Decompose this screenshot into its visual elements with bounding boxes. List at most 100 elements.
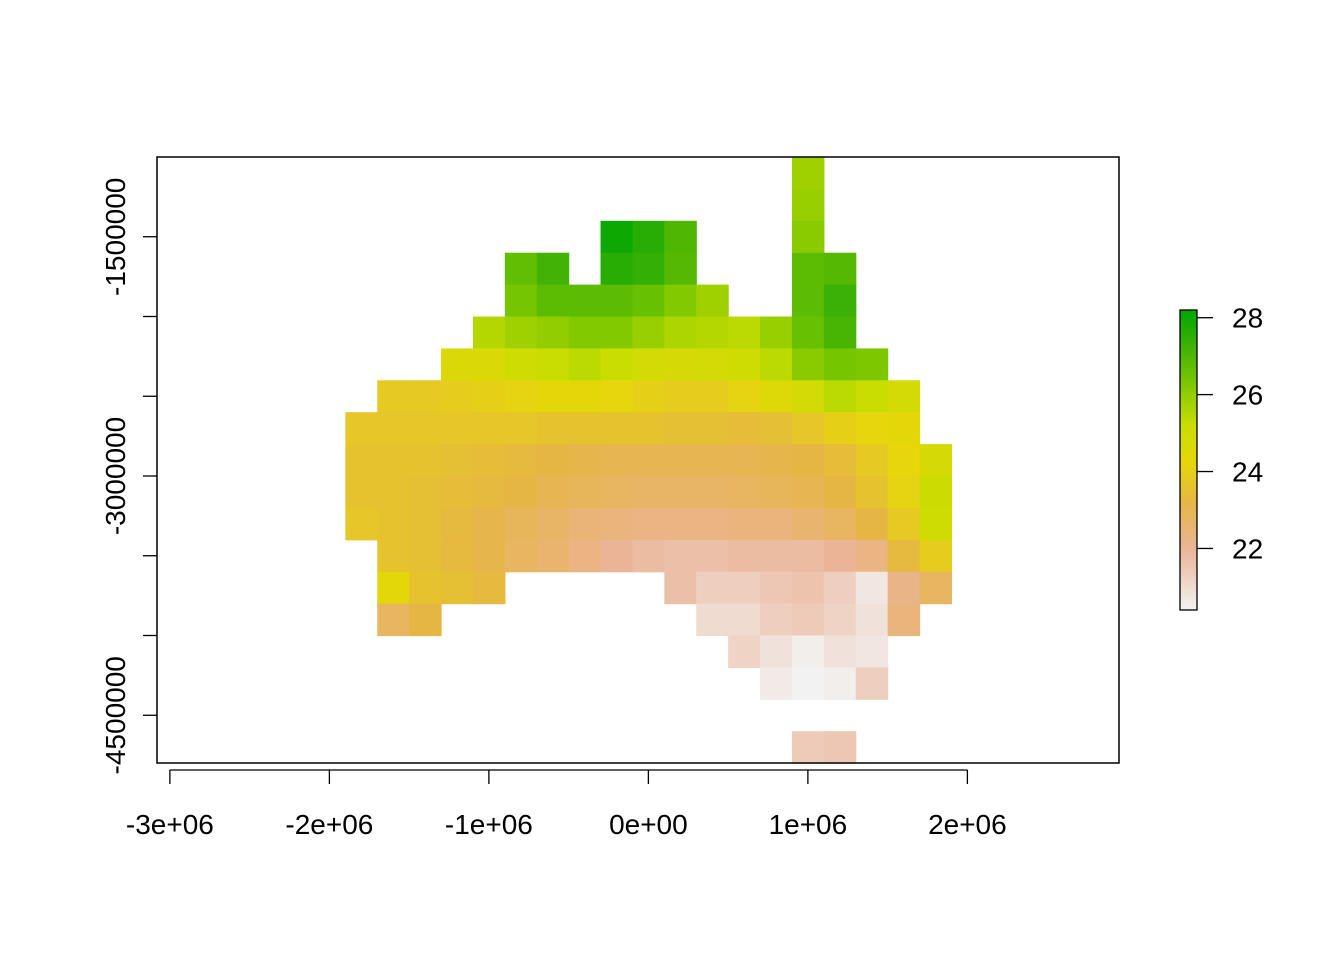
raster-cell: [791, 220, 825, 254]
color-legend: 22 24 26 28: [1179, 303, 1263, 611]
raster-cell: [441, 348, 474, 381]
raster-cell: [728, 444, 761, 477]
raster-cell: [504, 507, 538, 541]
raster-cell: [472, 380, 506, 413]
raster-cell: [760, 380, 793, 413]
y-tick-label: -4500000: [100, 656, 131, 774]
raster-cell: [409, 571, 442, 605]
raster-cell: [568, 444, 602, 477]
raster-cell: [664, 539, 697, 573]
raster-cell: [536, 284, 570, 318]
raster-cell: [919, 476, 953, 509]
raster-cell: [632, 252, 665, 286]
raster-cell: [791, 444, 825, 477]
raster-cell: [504, 284, 538, 318]
raster-cells: [345, 157, 953, 764]
raster-cell: [600, 284, 634, 318]
x-tick-label: -1e+06: [445, 809, 533, 840]
raster-cell: [760, 539, 793, 573]
raster-cell: [377, 603, 410, 637]
raster-cell: [823, 412, 857, 445]
x-tick-label: 0e+00: [609, 809, 688, 840]
raster-cell: [472, 412, 506, 445]
raster-cell: [536, 507, 570, 541]
raster-cell: [504, 316, 538, 349]
raster-cell: [887, 412, 921, 445]
raster-cell: [791, 380, 825, 413]
raster-cell: [632, 539, 665, 573]
raster-cell: [791, 284, 825, 318]
raster-cell: [696, 412, 729, 445]
raster-cell: [632, 444, 665, 477]
raster-cell: [855, 635, 889, 668]
raster-cell: [600, 252, 634, 286]
raster-cell: [791, 476, 825, 509]
raster-cell: [696, 539, 729, 573]
raster-cell: [919, 507, 953, 541]
raster-cell: [887, 380, 921, 413]
raster-cell: [568, 412, 602, 445]
raster-cell: [409, 507, 442, 541]
raster-cell: [791, 412, 825, 445]
raster-cell: [760, 507, 793, 541]
raster-cell: [377, 412, 410, 445]
raster-cell: [823, 539, 857, 573]
raster-cell: [855, 539, 889, 573]
raster-cell: [855, 444, 889, 477]
raster-cell: [441, 507, 474, 541]
raster-cell: [791, 603, 825, 637]
raster-cell: [664, 380, 697, 413]
raster-cell: [728, 348, 761, 381]
raster-cell: [568, 316, 602, 349]
raster-cell: [823, 667, 857, 700]
legend-tick-label: 26: [1232, 380, 1263, 411]
raster-cell: [536, 316, 570, 349]
raster-cell: [855, 667, 889, 700]
raster-cell: [791, 157, 825, 190]
raster-cell: [568, 507, 602, 541]
raster-cell: [887, 571, 921, 605]
raster-cell: [791, 316, 825, 349]
raster-cell: [632, 220, 665, 254]
raster-cell: [791, 731, 825, 764]
y-axis: -1500000 -3000000 -4500000: [100, 178, 157, 774]
raster-cell: [696, 348, 729, 381]
raster-cell: [855, 507, 889, 541]
raster-cell: [791, 252, 825, 286]
raster-cell: [728, 507, 761, 541]
raster-cell: [345, 476, 378, 509]
raster-cell: [919, 539, 953, 573]
raster-cell: [855, 571, 889, 605]
raster-cell: [791, 188, 825, 222]
raster-cell: [504, 380, 538, 413]
x-tick-label: -2e+06: [285, 809, 373, 840]
raster-cell: [728, 412, 761, 445]
raster-cell: [600, 316, 634, 349]
raster-cell: [568, 476, 602, 509]
raster-cell: [472, 316, 506, 349]
raster-cell: [696, 476, 729, 509]
raster-cell: [919, 444, 953, 477]
raster-cell: [823, 316, 857, 349]
raster-cell: [760, 635, 793, 668]
raster-cell: [728, 539, 761, 573]
plot-frame: [156, 156, 1120, 764]
raster-cell: [441, 539, 474, 573]
raster-cell: [472, 348, 506, 381]
raster-cell: [409, 380, 442, 413]
legend-tick-label: 28: [1232, 303, 1263, 334]
raster-cell: [568, 284, 602, 318]
raster-cell: [504, 476, 538, 509]
raster-cell: [536, 476, 570, 509]
raster-cell: [409, 444, 442, 477]
raster-cell: [887, 444, 921, 477]
y-tick-label: -3000000: [100, 417, 131, 535]
raster-cell: [536, 539, 570, 573]
raster-cell: [409, 476, 442, 509]
raster-cell: [823, 444, 857, 477]
raster-cell: [728, 476, 761, 509]
raster-cell: [664, 252, 697, 286]
raster-cell: [760, 667, 793, 700]
raster-cell: [472, 539, 506, 573]
